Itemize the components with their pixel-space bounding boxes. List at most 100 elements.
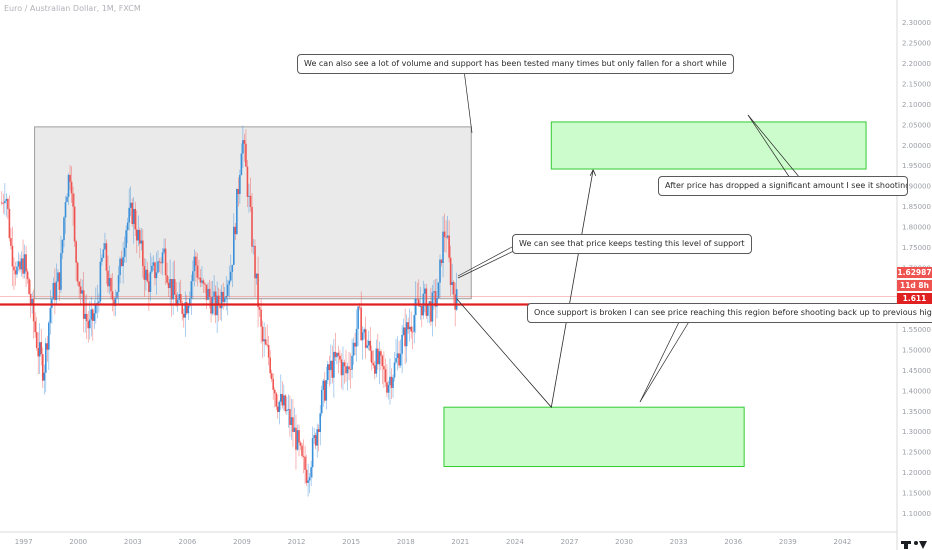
candle-body (49, 307, 52, 323)
x-tick-label-7: 2018 (397, 538, 415, 546)
candle-body (184, 302, 187, 318)
candle-body (164, 248, 167, 276)
candle-body (433, 291, 435, 293)
candle-body (369, 340, 372, 351)
candle-body (339, 355, 341, 360)
candle-body (29, 294, 32, 305)
candle-body (378, 351, 381, 365)
candle-body (181, 303, 184, 314)
candle-body (245, 143, 247, 167)
candle-body (17, 261, 20, 267)
candle-body (417, 299, 420, 307)
candle-body (380, 351, 382, 356)
candle-body (320, 389, 323, 414)
candle-body (284, 395, 287, 412)
candle-body (90, 309, 93, 320)
callout-broken-pointer-a (639, 319, 681, 403)
last-price-badge: 1.62987 (897, 267, 932, 278)
candle-body (14, 270, 17, 275)
candle-body (399, 353, 402, 366)
candle-body (38, 342, 41, 357)
candle-body (198, 277, 200, 279)
candle-body (189, 298, 191, 306)
candle-body (452, 282, 455, 295)
countdown-badge: 11d 8h (897, 280, 932, 291)
upper-target-zone (550, 121, 867, 170)
candle-body (228, 280, 231, 285)
x-tick-label-14: 2039 (779, 538, 797, 546)
candle-body (280, 394, 282, 402)
candle-body (296, 430, 299, 450)
candle-body (396, 353, 399, 359)
candle-body (367, 340, 370, 346)
candle-body (451, 282, 453, 285)
candle-body (185, 302, 188, 314)
candle-body (272, 379, 275, 390)
y-tick-label-1: 1.15000 (902, 490, 931, 498)
candle-body (269, 357, 271, 374)
x-tick-label-11: 2030 (615, 538, 633, 546)
candle-body (311, 437, 314, 468)
candle-body (290, 417, 293, 425)
candle-body (4, 201, 6, 204)
candle-body (204, 283, 206, 285)
candle-body (98, 301, 100, 303)
y-tick-label-16: 1.90000 (902, 183, 931, 191)
candle-body (173, 279, 176, 295)
candle-body (220, 291, 223, 309)
candle-body (10, 238, 12, 246)
candle-body (298, 430, 300, 443)
candle-body (229, 271, 232, 281)
candle-body (111, 291, 114, 300)
candle-body (152, 262, 155, 266)
callout-shoot-up[interactable]: After price has dropped a significant am… (658, 176, 908, 196)
candle-body (149, 271, 152, 292)
candle-body (310, 467, 312, 478)
y-tick-label-3: 1.25000 (902, 449, 931, 457)
candle-body (58, 272, 61, 290)
candle-body (233, 226, 235, 265)
callout-shoot-pointer-b (747, 114, 801, 179)
candle-body (37, 347, 40, 357)
support-price-badge: 1.611 (897, 293, 932, 304)
candle-body (301, 445, 303, 456)
candle-body (340, 359, 343, 376)
candle-body (107, 270, 109, 287)
candle-body (287, 409, 290, 411)
candle-body (437, 282, 440, 299)
y-tick-label-19: 2.05000 (902, 121, 931, 129)
candle-body (389, 376, 391, 385)
candle-body (439, 259, 441, 283)
candle-body (348, 366, 350, 370)
candle-body (182, 313, 185, 318)
candle-body (257, 273, 259, 308)
x-tick-label-2: 2003 (124, 538, 142, 546)
candle-body (102, 249, 105, 258)
candle-body (374, 365, 376, 374)
callout-broken-pointer-b (639, 319, 691, 403)
candle-body (261, 326, 264, 342)
candle-body (377, 348, 379, 365)
candle-body (327, 364, 329, 381)
candle-body (148, 281, 150, 292)
candle-body (307, 480, 309, 483)
candle-body (214, 291, 217, 316)
callout-support-testing[interactable]: We can see that price keeps testing this… (512, 234, 752, 254)
candle-body (32, 298, 35, 322)
y-tick-label-5: 1.35000 (902, 408, 931, 416)
candle-body (46, 343, 49, 350)
candle-body (308, 477, 311, 481)
candle-body (163, 248, 165, 253)
callout-volume-support[interactable]: We can also see a lot of volume and supp… (297, 54, 734, 74)
candle-body (66, 196, 68, 203)
candle-body (305, 469, 308, 483)
candle-body (292, 417, 294, 432)
candle-body (407, 322, 409, 330)
candle-body (419, 306, 422, 307)
candle-body (70, 181, 73, 194)
candle-body (122, 256, 124, 267)
candle-body (275, 393, 278, 407)
x-tick-label-15: 2042 (834, 538, 852, 546)
callout-support-broken[interactable]: Once support is broken I can see price r… (527, 303, 932, 323)
